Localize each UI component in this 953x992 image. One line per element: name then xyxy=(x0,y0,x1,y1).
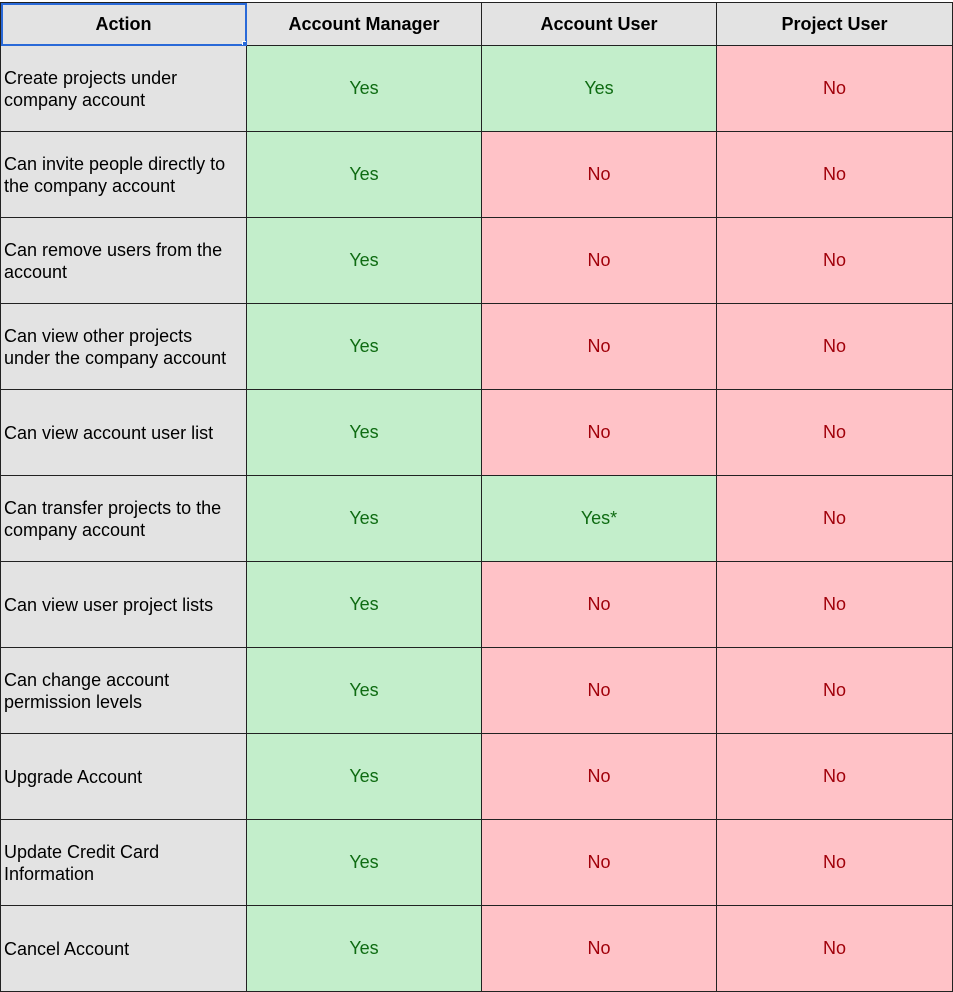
project-user-cell[interactable]: No xyxy=(716,819,953,906)
table-row: Can remove users from the account Yes No No xyxy=(0,217,953,304)
account-user-cell[interactable]: No xyxy=(481,647,717,734)
project-user-cell[interactable]: No xyxy=(716,561,953,648)
account-manager-cell[interactable]: Yes xyxy=(246,45,482,132)
account-manager-cell[interactable]: Yes xyxy=(246,389,482,476)
project-user-cell[interactable]: No xyxy=(716,131,953,218)
project-user-cell[interactable]: No xyxy=(716,217,953,304)
action-cell[interactable]: Can change account permission levels xyxy=(0,647,247,734)
table-row: Can invite people directly to the compan… xyxy=(0,131,953,218)
project-user-cell[interactable]: No xyxy=(716,303,953,390)
project-user-cell[interactable]: No xyxy=(716,389,953,476)
project-user-cell[interactable]: No xyxy=(716,733,953,820)
action-cell[interactable]: Create projects under company account xyxy=(0,45,247,132)
table-row: Can change account permission levels Yes N… xyxy=(0,647,953,734)
account-user-cell[interactable]: No xyxy=(481,303,717,390)
table-row: Can view user project lists Yes No No xyxy=(0,561,953,648)
account-user-cell[interactable]: No xyxy=(481,733,717,820)
account-manager-cell[interactable]: Yes xyxy=(246,905,482,992)
header-account-user-cell[interactable]: Account User xyxy=(481,2,717,46)
account-user-cell[interactable]: No xyxy=(481,905,717,992)
account-user-cell[interactable]: No xyxy=(481,217,717,304)
account-user-cell[interactable]: No xyxy=(481,561,717,648)
action-cell[interactable]: Upgrade Account xyxy=(0,733,247,820)
account-manager-cell[interactable]: Yes xyxy=(246,131,482,218)
account-user-cell[interactable]: Yes xyxy=(481,45,717,132)
header-action-cell[interactable]: Action xyxy=(0,2,247,46)
action-cell[interactable]: Can invite people directly to the compan… xyxy=(0,131,247,218)
selection-fill-handle[interactable] xyxy=(242,41,246,45)
action-cell[interactable]: Update Credit Card Information xyxy=(0,819,247,906)
header-row: Action Account Manager Account User Proj… xyxy=(0,2,953,46)
action-cell[interactable]: Cancel Account xyxy=(0,905,247,992)
table-row: Can transfer projects to the company acc… xyxy=(0,475,953,562)
account-user-cell[interactable]: No xyxy=(481,819,717,906)
account-manager-cell[interactable]: Yes xyxy=(246,303,482,390)
table-row: Upgrade Account Yes No No xyxy=(0,733,953,820)
action-cell[interactable]: Can remove users from the account xyxy=(0,217,247,304)
account-manager-cell[interactable]: Yes xyxy=(246,733,482,820)
account-user-cell[interactable]: No xyxy=(481,131,717,218)
header-project-user-cell[interactable]: Project User xyxy=(716,2,953,46)
account-user-cell[interactable]: No xyxy=(481,389,717,476)
table-row: Can view account user list Yes No No xyxy=(0,389,953,476)
header-account-user-label: Account User xyxy=(540,13,658,34)
account-manager-cell[interactable]: Yes xyxy=(246,819,482,906)
project-user-cell[interactable]: No xyxy=(716,647,953,734)
account-manager-cell[interactable]: Yes xyxy=(246,475,482,562)
table-body: Create projects under company account Yes… xyxy=(0,45,953,992)
action-cell[interactable]: Can transfer projects to the company acc… xyxy=(0,475,247,562)
action-cell[interactable]: Can view user project lists xyxy=(0,561,247,648)
project-user-cell[interactable]: No xyxy=(716,905,953,992)
table-row: Create projects under company account Yes… xyxy=(0,45,953,132)
header-account-manager-label: Account Manager xyxy=(288,13,440,34)
action-cell[interactable]: Can view account user list xyxy=(0,389,247,476)
header-account-manager-cell[interactable]: Account Manager xyxy=(246,2,482,46)
table-row: Can view other projects under the compan… xyxy=(0,303,953,390)
account-user-cell[interactable]: Yes* xyxy=(481,475,717,562)
account-manager-cell[interactable]: Yes xyxy=(246,647,482,734)
header-action-label: Action xyxy=(95,13,152,34)
header-project-user-label: Project User xyxy=(781,13,888,34)
account-manager-cell[interactable]: Yes xyxy=(246,217,482,304)
project-user-cell[interactable]: No xyxy=(716,475,953,562)
action-cell[interactable]: Can view other projects under the compan… xyxy=(0,303,247,390)
table-row: Cancel Account Yes No No xyxy=(0,905,953,992)
project-user-cell[interactable]: No xyxy=(716,45,953,132)
table-row: Update Credit Card Information Yes No No xyxy=(0,819,953,906)
account-manager-cell[interactable]: Yes xyxy=(246,561,482,648)
